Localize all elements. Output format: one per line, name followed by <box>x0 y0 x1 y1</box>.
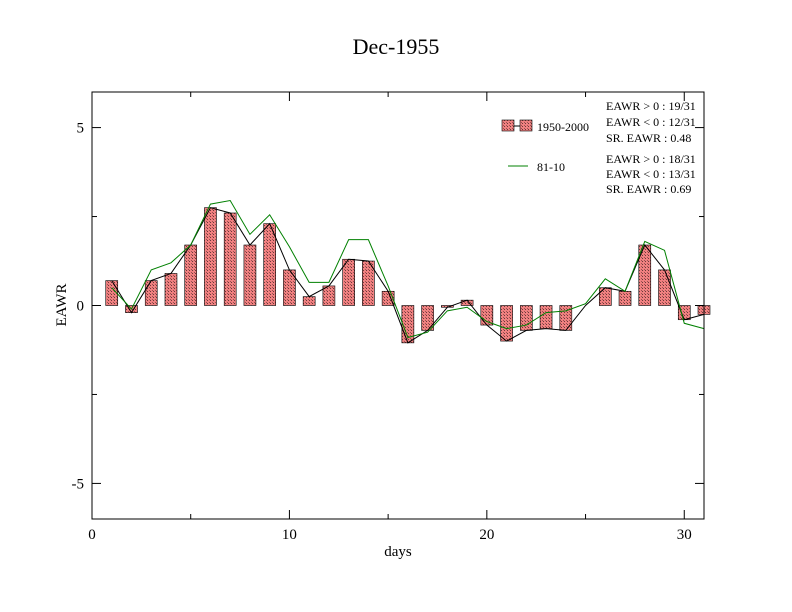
bar-day-7 <box>223 212 237 306</box>
bar-day-26 <box>598 287 612 306</box>
axis-ticks: 0 10 20 30 5 0 -5 <box>72 92 704 543</box>
bar-day-17 <box>421 305 434 331</box>
bar-day-3 <box>144 280 158 306</box>
series-line-81-10 <box>111 199 705 339</box>
y-axis-label: EAWR <box>54 284 70 327</box>
x-axis-label: days <box>384 544 412 560</box>
x-tick-label: 10 <box>282 527 297 543</box>
x-tick-label: 20 <box>479 527 494 543</box>
bar-day-29 <box>658 269 671 306</box>
bar-day-21 <box>500 305 513 342</box>
plot-area <box>105 199 711 344</box>
stat-81-10-neg: EAWR < 0 : 13/31 <box>606 167 696 181</box>
stat-81-10-pos: EAWR > 0 : 18/31 <box>606 152 696 166</box>
x-tick-label: 0 <box>88 527 96 543</box>
bar-day-20 <box>480 305 494 326</box>
stats-block: EAWR > 0 : 19/31 EAWR < 0 : 12/31 SR. EA… <box>606 99 696 196</box>
bar-day-13 <box>342 258 355 306</box>
chart-title: Dec-1955 <box>353 34 440 59</box>
bar-day-27 <box>618 290 632 306</box>
x-tick-label: 30 <box>677 527 692 543</box>
bar-day-23 <box>539 305 553 329</box>
y-tick-label: 5 <box>77 121 85 137</box>
bar-day-22 <box>520 305 533 331</box>
legend-swatch-1950-2000 <box>501 119 515 132</box>
y-tick-label: 0 <box>77 299 85 315</box>
bar-day-1 <box>105 280 119 306</box>
bar-day-12 <box>322 285 336 306</box>
series-line-1950-2000 <box>111 207 705 344</box>
bar-day-4 <box>164 273 178 306</box>
y-tick-label: -5 <box>72 476 85 492</box>
stat-81-10-sr: SR. EAWR : 0.69 <box>606 182 691 196</box>
bar-day-5 <box>184 244 198 306</box>
bar-day-6 <box>204 207 217 306</box>
bar-day-11 <box>302 296 316 306</box>
bar-day-8 <box>243 244 257 306</box>
stat-1950-2000-neg: EAWR < 0 : 12/31 <box>606 115 696 129</box>
stat-1950-2000-sr: SR. EAWR : 0.48 <box>606 131 691 145</box>
stat-1950-2000-pos: EAWR > 0 : 19/31 <box>606 99 696 113</box>
legend-label-1950-2000: 1950-2000 <box>537 120 589 134</box>
legend-label-81-10: 81-10 <box>537 160 565 174</box>
legend-swatch-1950-2000-b <box>519 119 533 132</box>
legend: 1950-2000 81-10 <box>501 119 589 174</box>
bar-day-9 <box>263 223 276 306</box>
